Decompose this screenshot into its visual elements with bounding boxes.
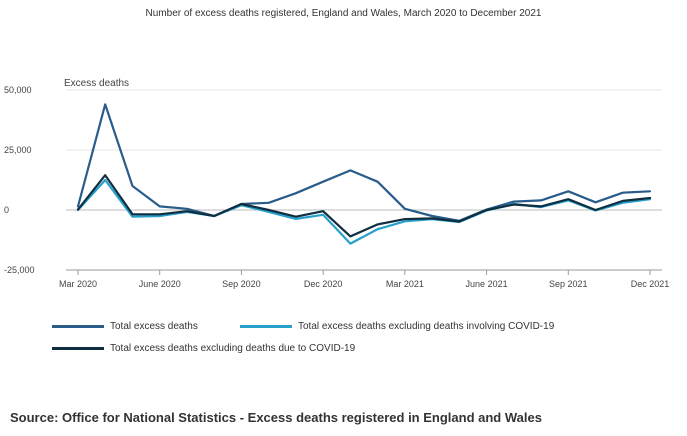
source-note: Source: Office for National Statistics -… xyxy=(10,410,542,425)
x-tick-label: June 2021 xyxy=(466,279,508,289)
line-chart: 50,000 25,000 0 -25,000 Excess deaths Mar 202… xyxy=(4,78,670,289)
y-tick-label: -25,000 xyxy=(4,265,35,275)
series-line-2 xyxy=(76,178,652,245)
x-tick-label: Dec 2020 xyxy=(304,279,343,289)
y-tick-label: 0 xyxy=(4,205,9,215)
legend-label-total: Total excess deaths xyxy=(110,321,198,332)
legend-label-excl-involving: Total excess deaths excluding deaths inv… xyxy=(298,321,555,332)
x-tick-label: Mar 2020 xyxy=(59,279,97,289)
x-tick-label: Sep 2020 xyxy=(222,279,261,289)
legend-item-total: Total excess deaths xyxy=(52,321,198,332)
x-tick-label: Sep 2021 xyxy=(549,279,588,289)
y-tick-label: 50,000 xyxy=(4,85,32,95)
legend-swatch-total xyxy=(52,325,104,328)
legend-swatch-excl-due xyxy=(52,347,104,350)
legend-item-excl-involving: Total excess deaths excluding deaths inv… xyxy=(240,321,554,332)
series-line-3 xyxy=(76,174,652,238)
chart-title: Number of excess deaths registered, Engl… xyxy=(145,8,542,19)
y-axis-label: Excess deaths xyxy=(64,78,129,89)
x-tick-label: Mar 2021 xyxy=(386,279,424,289)
x-tick-label: June 2020 xyxy=(139,279,181,289)
series-line-1 xyxy=(76,103,652,222)
legend-item-excl-due: Total excess deaths excluding deaths due… xyxy=(52,343,355,354)
y-tick-label: 25,000 xyxy=(4,145,32,155)
legend-swatch-excl-involving xyxy=(240,325,292,328)
legend-label-excl-due: Total excess deaths excluding deaths due… xyxy=(110,343,356,354)
x-tick-label: Dec 2021 xyxy=(631,279,670,289)
